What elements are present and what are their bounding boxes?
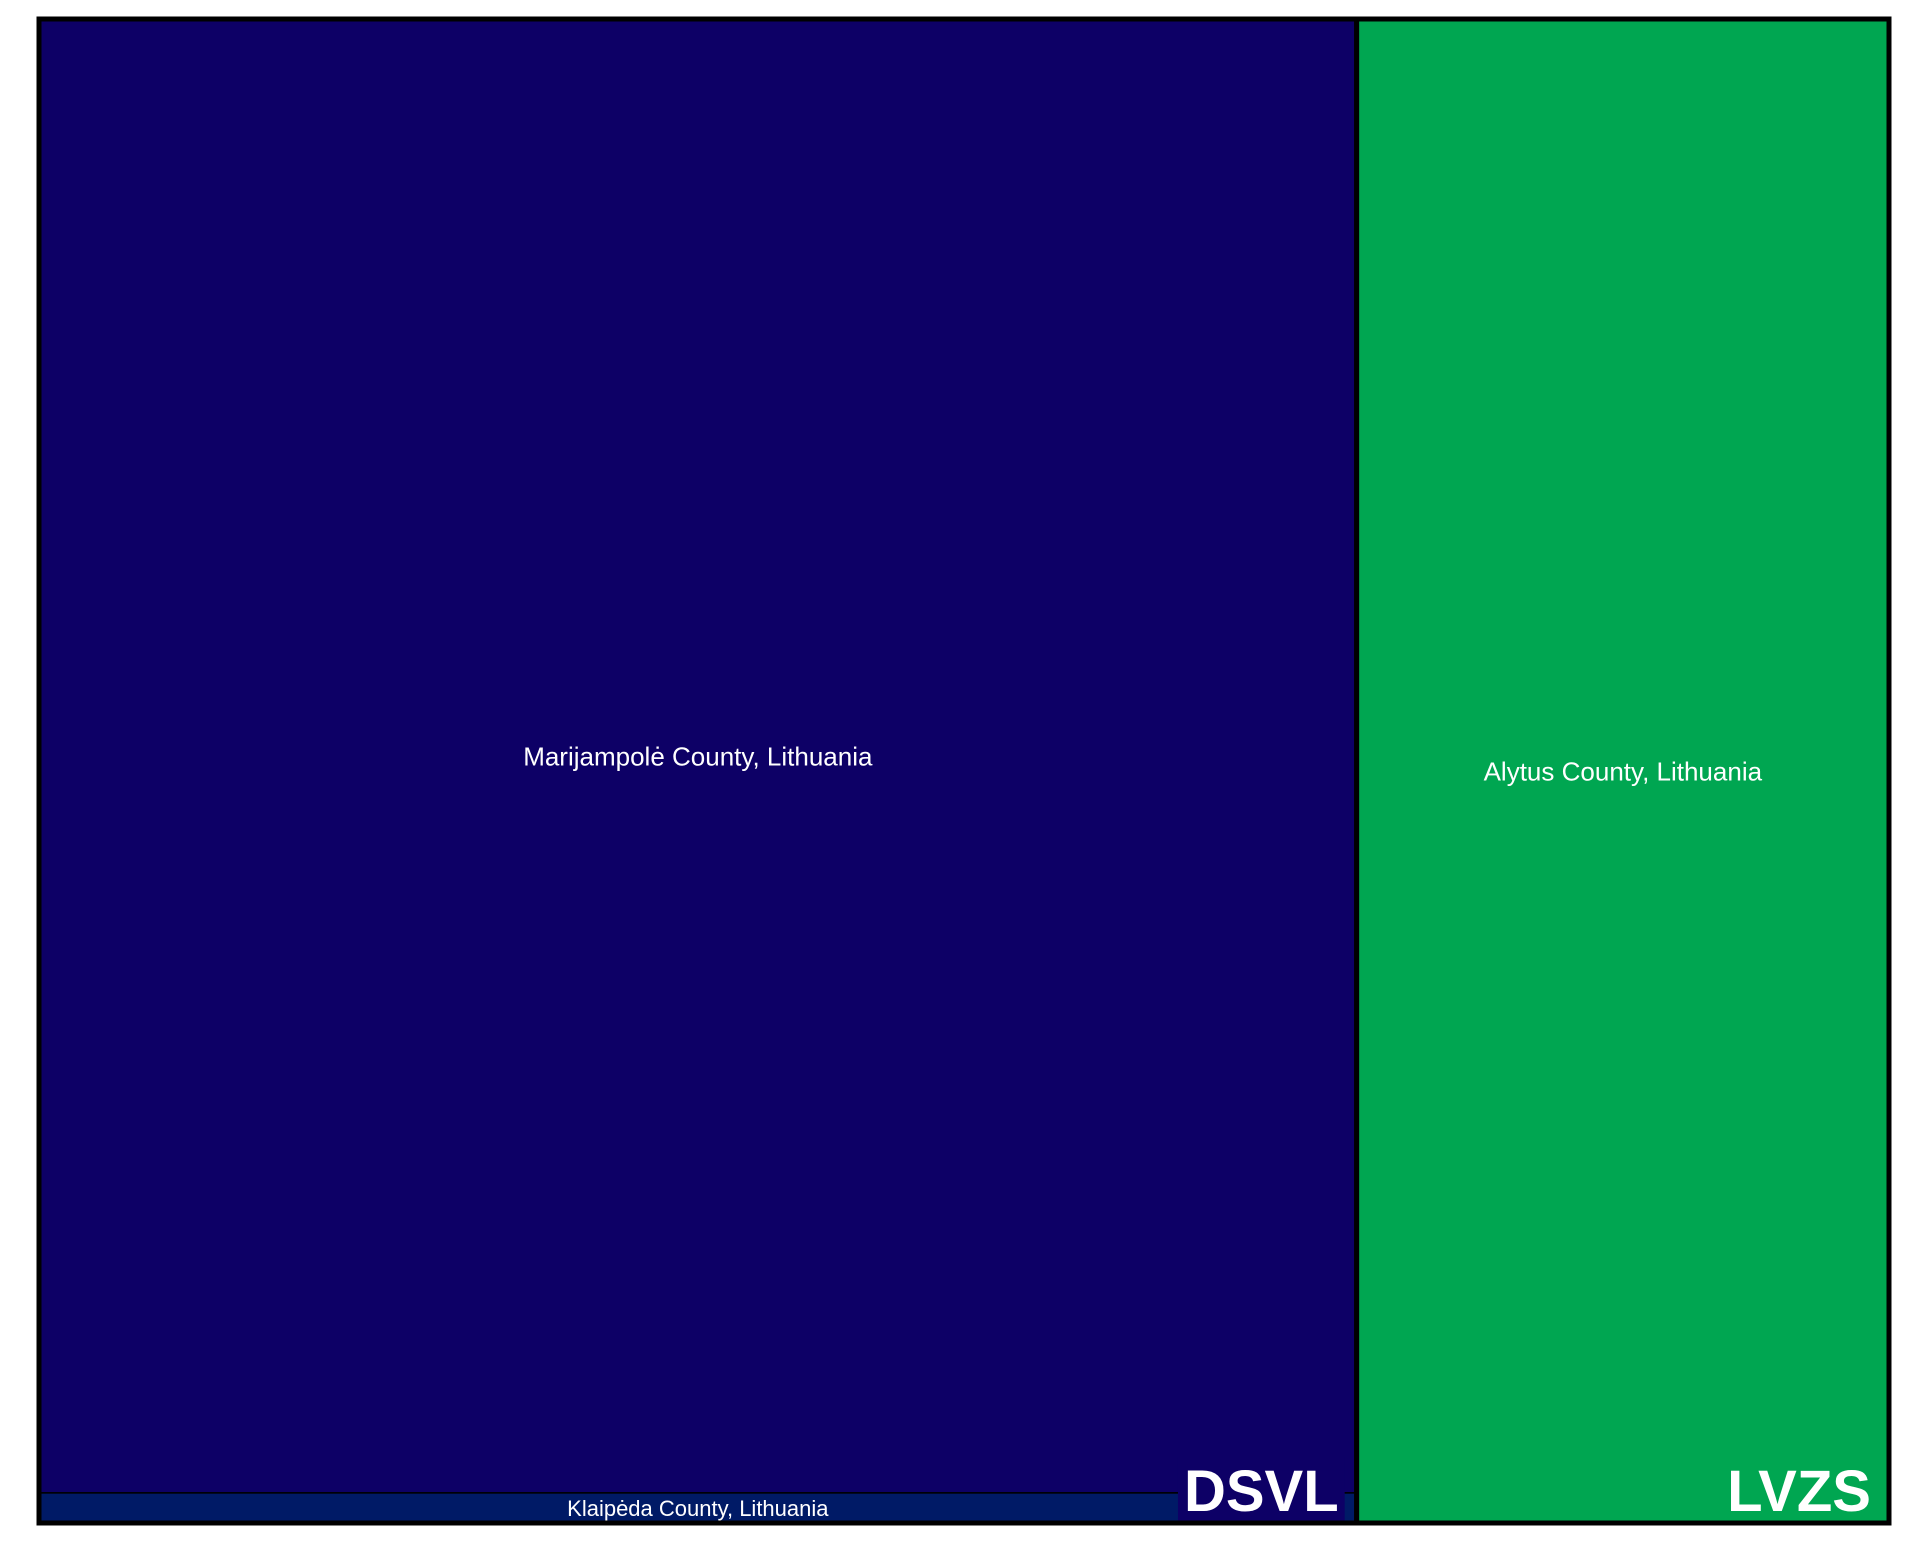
tile-label-marijampole-county-lithuania: Marijampolė County, Lithuania [523, 741, 873, 771]
group-label-bg-dsvl [1177, 1457, 1345, 1521]
tile-klaipeda-county-lithuania [38, 1492, 1358, 1524]
group-label-bg-lvzs [1721, 1457, 1877, 1521]
tile-marijampole-county-lithuania [38, 18, 1358, 1494]
plot-frame [36, 16, 1892, 1526]
tile-alytus-county-lithuania [1355, 18, 1890, 1524]
group-label-dsvl: DSVL [1184, 1459, 1339, 1524]
tile-label-klaipeda-county-lithuania: Klaipėda County, Lithuania [567, 1496, 829, 1521]
group-label-lvzs: LVZS [1727, 1459, 1871, 1524]
tile-label-alytus-county-lithuania: Alytus County, Lithuania [1484, 756, 1763, 786]
